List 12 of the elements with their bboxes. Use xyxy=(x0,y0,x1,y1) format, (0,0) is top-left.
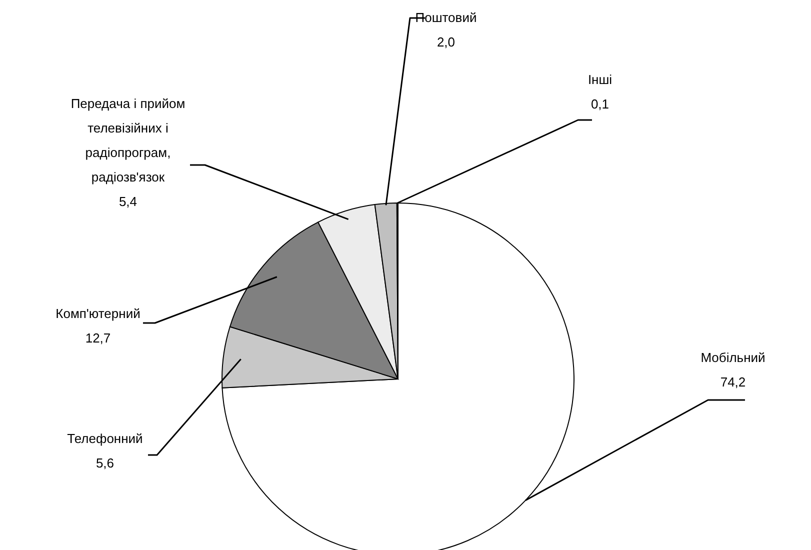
data-label: 12,7 xyxy=(85,330,111,346)
data-label: 0,1 xyxy=(590,96,610,112)
data-label: 2,0 xyxy=(436,34,456,50)
slice-label: Комп'ютерний xyxy=(56,306,140,321)
slice-label: Мобільний xyxy=(700,350,766,365)
data-label: 5,6 xyxy=(96,456,114,470)
slice-label: Телефонний xyxy=(67,431,143,446)
slice-label: Інші xyxy=(588,72,612,87)
slice-label: Поштовий xyxy=(415,10,477,25)
data-label: 74,2 xyxy=(720,374,746,390)
data-label: 5,4 xyxy=(118,194,138,209)
slice-label: Передача і прийом телевізійних і радіопрограм, радіозв'язок xyxy=(70,96,186,184)
